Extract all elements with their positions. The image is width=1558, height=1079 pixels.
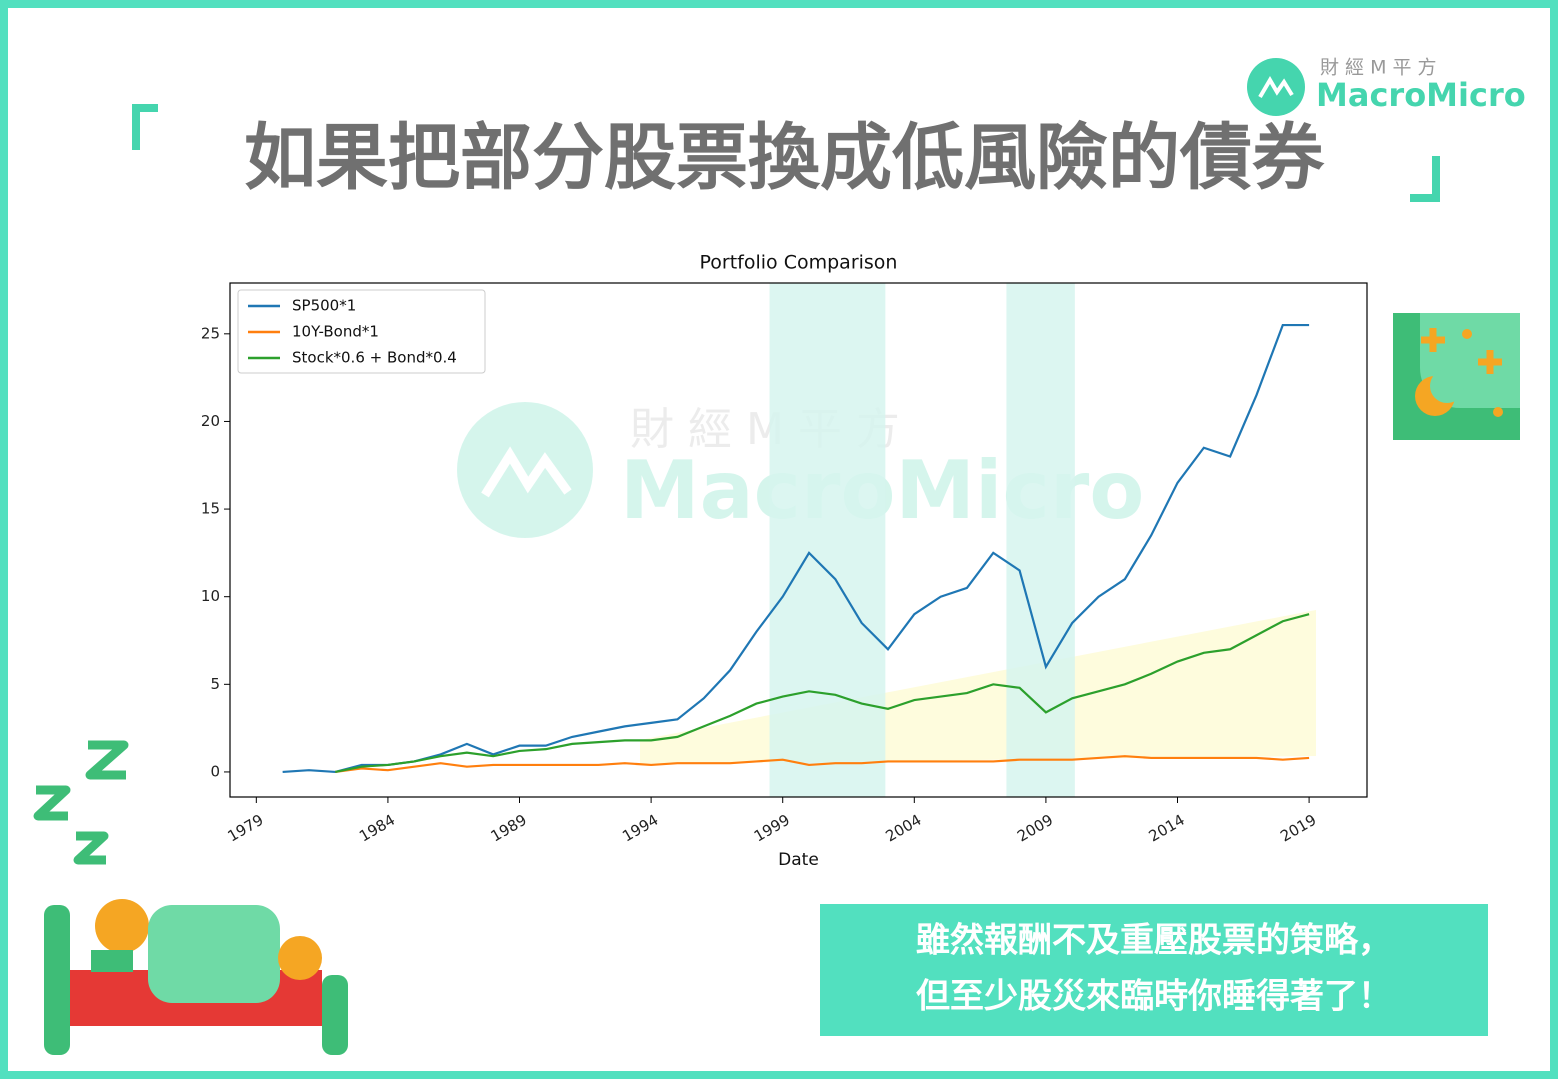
caption-box	[820, 904, 1488, 1036]
plot-frame	[229, 282, 1368, 798]
stars	[1421, 328, 1502, 374]
legend-label: Stock*0.6 + Bond*0.4	[292, 349, 457, 367]
sleep-illustration	[33, 740, 348, 1055]
logo-glyph	[1258, 76, 1294, 99]
bracket-open	[132, 104, 158, 150]
bracket-close	[1410, 156, 1440, 202]
caption-line: 雖然報酬不及重壓股票的策略，	[916, 921, 1392, 961]
y-tick-label: 5	[210, 675, 220, 693]
logo: 財 經 M 平 方 MacroMicro	[1247, 57, 1526, 116]
shaded-span	[769, 283, 886, 797]
page-title: 如果把部分股票換成低風險的債券	[244, 116, 1325, 200]
legend-label: SP500*1	[292, 297, 356, 315]
watermark-glyph	[481, 446, 572, 498]
y-tick-label: 25	[201, 324, 220, 342]
y-tick-label: 10	[201, 587, 220, 605]
watermark-icon	[457, 402, 593, 538]
feet	[278, 936, 322, 980]
pillow	[91, 950, 133, 972]
y-tick-label: 15	[201, 500, 220, 518]
blanket	[148, 905, 280, 1003]
legend-label: 10Y-Bond*1	[292, 323, 379, 341]
series-line	[335, 613, 1310, 774]
bed-foot	[322, 975, 348, 1055]
star-dot	[1462, 329, 1472, 339]
star-dot	[1493, 407, 1503, 417]
bed-head	[44, 905, 70, 1055]
shaded-span	[1006, 283, 1075, 797]
logo-cn: 財 經 M 平 方	[1320, 57, 1437, 79]
y-tick-label: 20	[201, 412, 220, 430]
y-tick-label: 0	[210, 762, 220, 780]
caption-line: 但至少股災來臨時你睡得著了！	[916, 977, 1392, 1017]
logo-en: MacroMicro	[1316, 76, 1526, 114]
moon-icon	[1393, 313, 1520, 440]
legend-box	[237, 289, 486, 374]
series-line	[335, 755, 1310, 774]
x-axis-label: Date	[778, 850, 819, 870]
chart-title: Portfolio Comparison	[700, 252, 898, 274]
zzz	[33, 740, 129, 865]
moon-cut	[1430, 369, 1464, 403]
head	[95, 899, 149, 953]
series-line	[282, 323, 1310, 774]
